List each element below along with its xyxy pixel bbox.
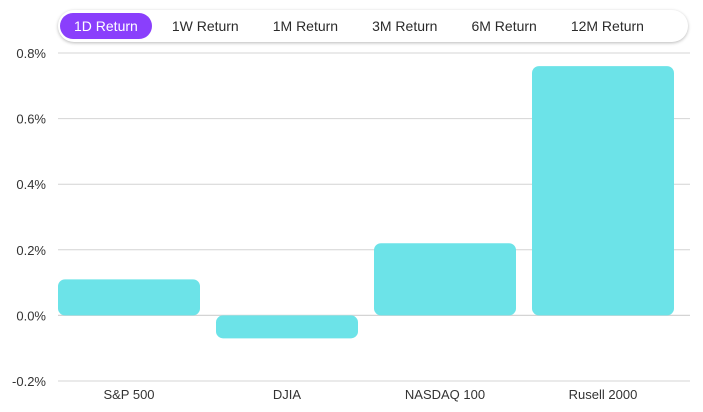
x-tick-label: DJIA [273, 387, 302, 402]
y-tick-label: 0.0% [16, 308, 46, 323]
tab-3m-return[interactable]: 3M Return [372, 18, 438, 34]
bar [216, 315, 358, 339]
y-tick-label: 0.4% [16, 177, 46, 192]
bar [374, 243, 516, 316]
tab-12m-return[interactable]: 12M Return [570, 18, 644, 34]
return-period-tabs: 1D Return 1W Return 1M Return 3M Return … [58, 10, 688, 42]
x-tick-label: NASDAQ 100 [405, 387, 485, 402]
x-tick-label: S&P 500 [103, 387, 154, 402]
bar [58, 279, 200, 316]
tab-6m-return[interactable]: 6M Return [471, 18, 537, 34]
tab-1w-return[interactable]: 1W Return [171, 18, 239, 34]
y-tick-label: 0.2% [16, 243, 46, 258]
y-tick-label: 0.6% [16, 112, 46, 127]
bar [532, 66, 674, 316]
y-tick-label: -0.2% [12, 374, 46, 389]
tab-1d-return[interactable]: 1D Return [60, 13, 152, 39]
x-tick-label: Rusell 2000 [569, 387, 638, 402]
y-tick-label: 0.8% [16, 46, 46, 61]
tab-1m-return[interactable]: 1M Return [272, 18, 339, 34]
